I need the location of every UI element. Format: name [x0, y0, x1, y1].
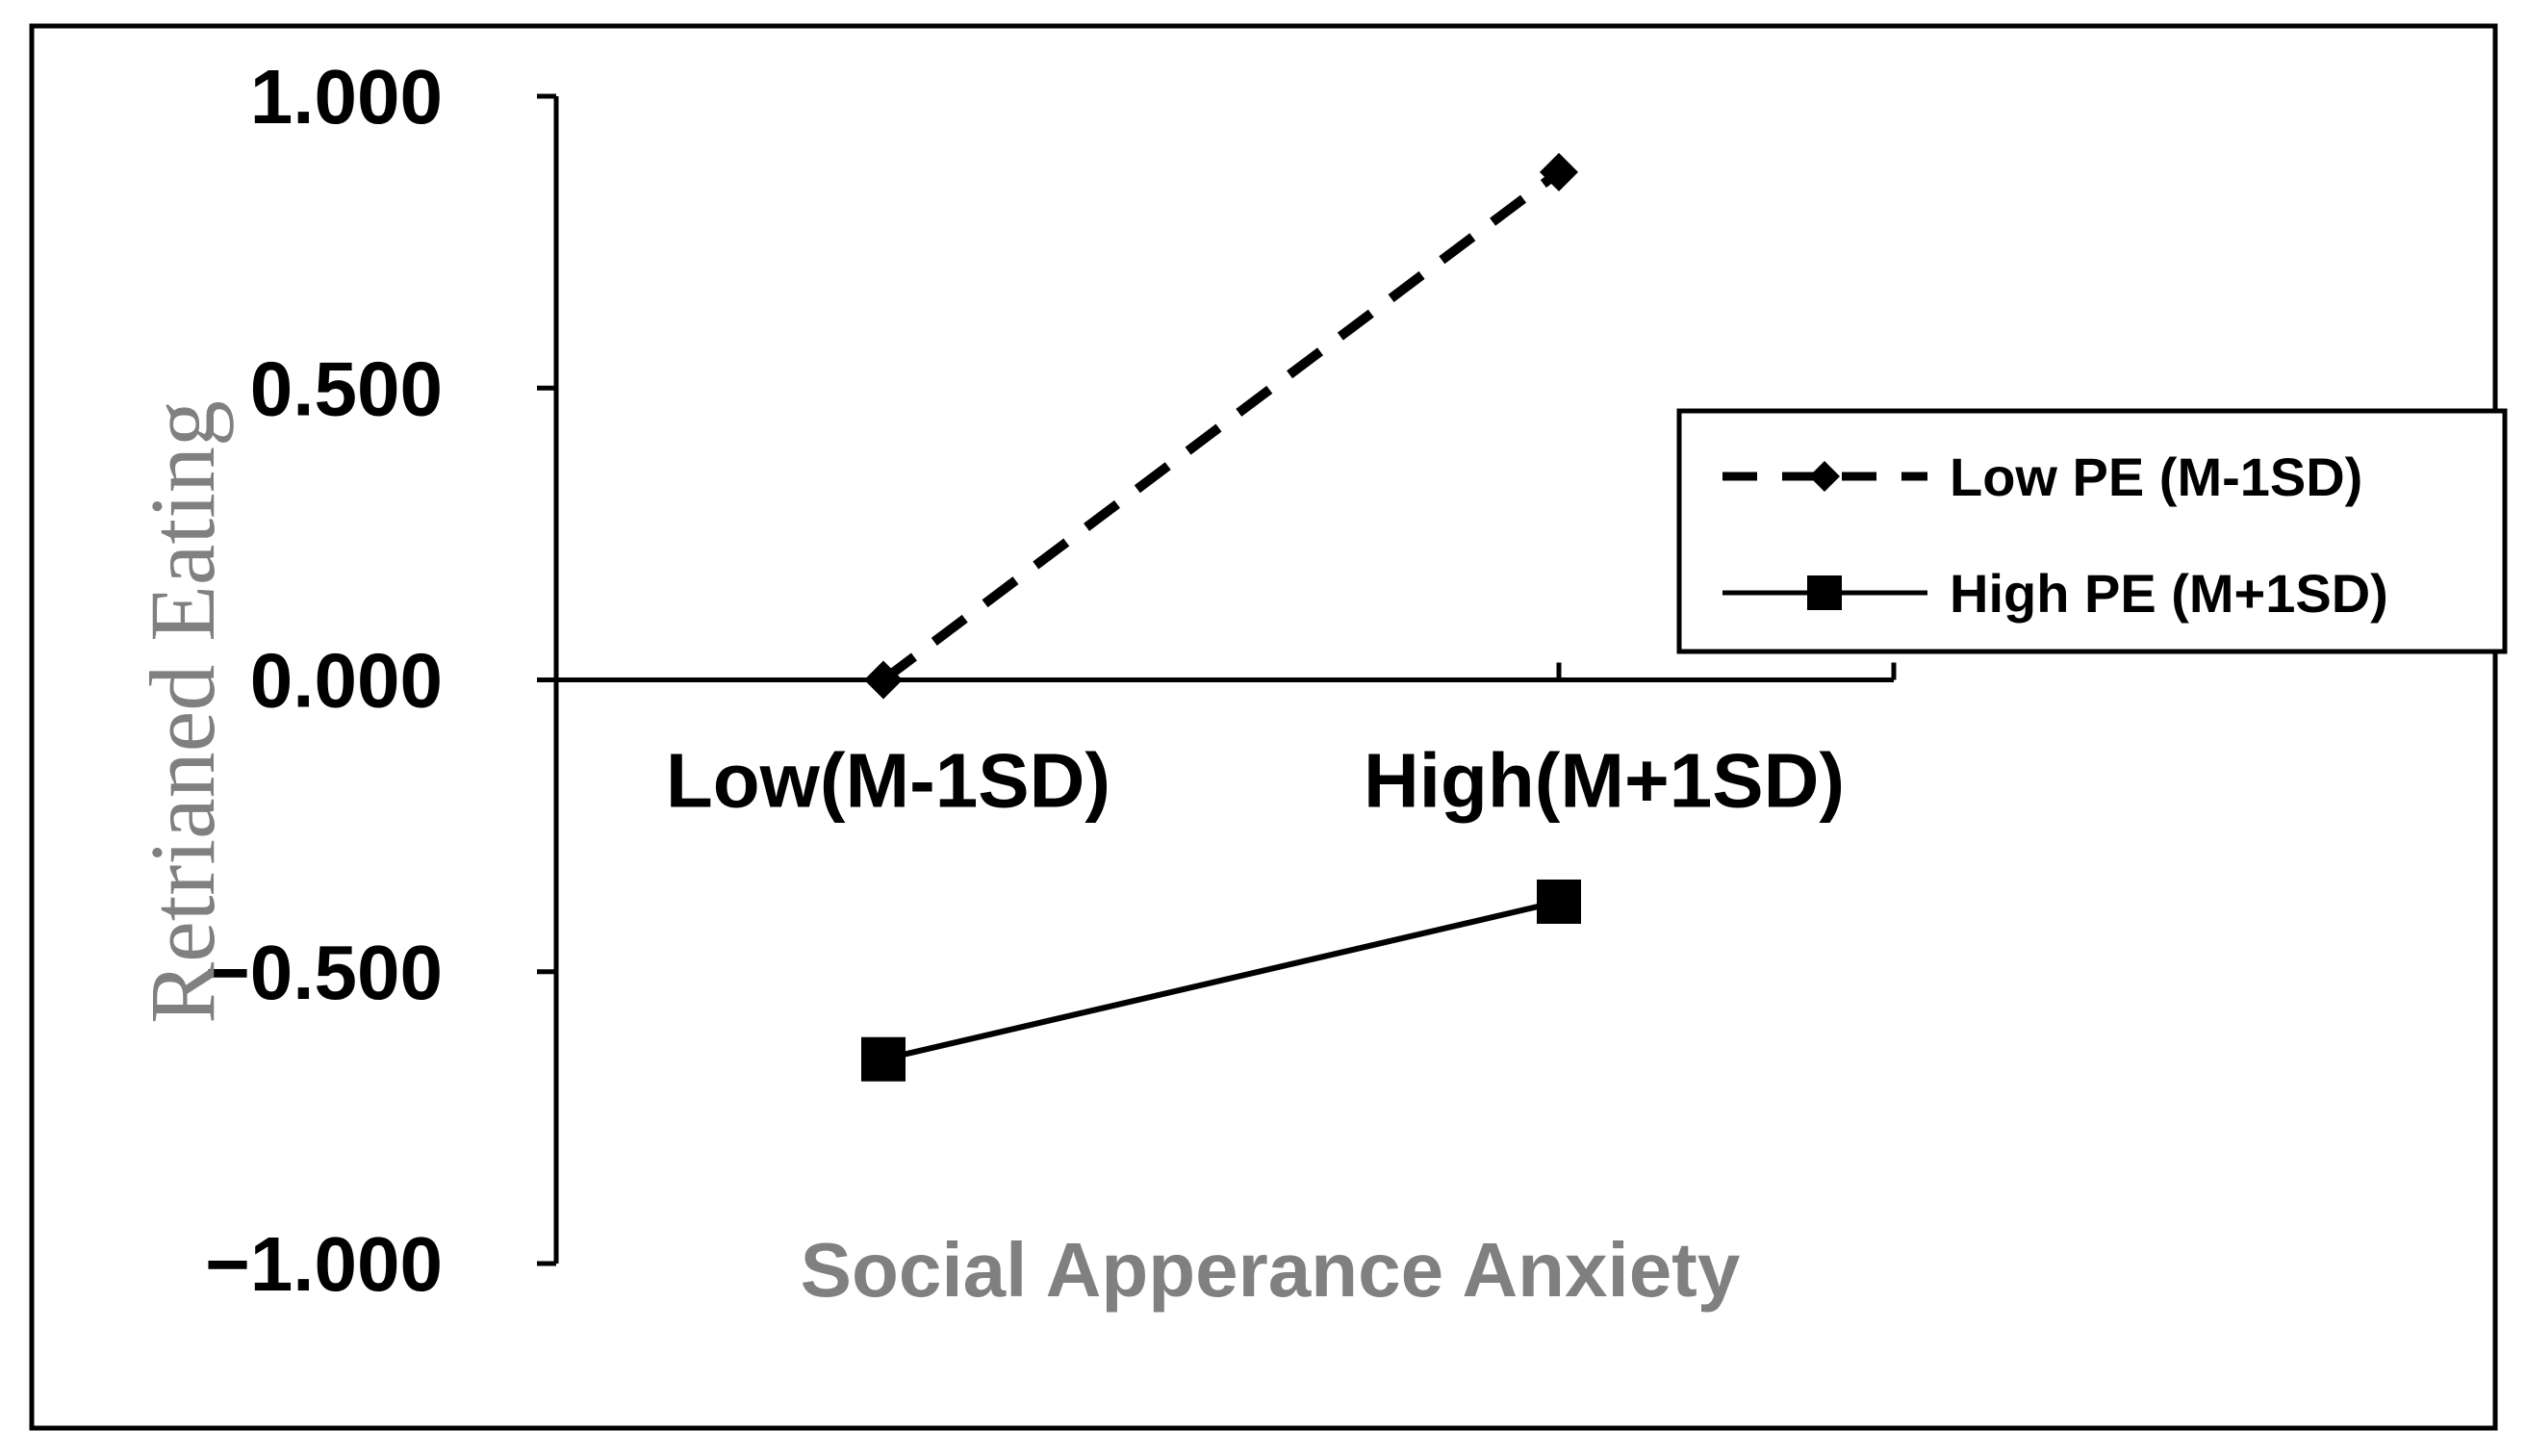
legend-label: Low PE (M-1SD) — [1950, 447, 2362, 507]
x-category-label: High(M+1SD) — [1364, 738, 1845, 824]
x-category-labels: Low(M-1SD) High(M+1SD) — [666, 738, 1845, 824]
data-point — [1540, 152, 1578, 192]
chart-frame — [29, 23, 2498, 1431]
y-tick-labels: 1.000 0.500 0.000 −0.500 −1.000 — [205, 54, 443, 1307]
axes — [537, 93, 1897, 1266]
y-tick-label: 0.000 — [250, 638, 443, 724]
y-tick-label: −1.000 — [205, 1221, 443, 1307]
legend: Low PE (M-1SD) High PE (M+1SD) — [1676, 408, 2508, 654]
data-point — [861, 1036, 906, 1082]
y-tick-label: 1.000 — [250, 54, 443, 140]
x-axis-title: Social Apperance Anxiety — [801, 1227, 1741, 1313]
series — [861, 152, 1581, 1082]
legend-marker — [1809, 461, 1840, 492]
legend-box — [1676, 408, 2508, 654]
y-axis-title: Retrianed Eating — [131, 400, 234, 1024]
series-2 — [861, 879, 1581, 1082]
y-tick-label: 0.500 — [250, 345, 443, 431]
series-1 — [864, 152, 1578, 700]
legend-marker — [1807, 575, 1842, 610]
y-tick-label: −0.500 — [205, 930, 443, 1015]
x-category-label: Low(M-1SD) — [666, 738, 1110, 824]
data-point — [864, 660, 903, 700]
legend-label: High PE (M+1SD) — [1950, 563, 2388, 624]
series-line — [882, 899, 1560, 1062]
data-point — [1537, 879, 1581, 924]
series-line — [880, 167, 1563, 684]
